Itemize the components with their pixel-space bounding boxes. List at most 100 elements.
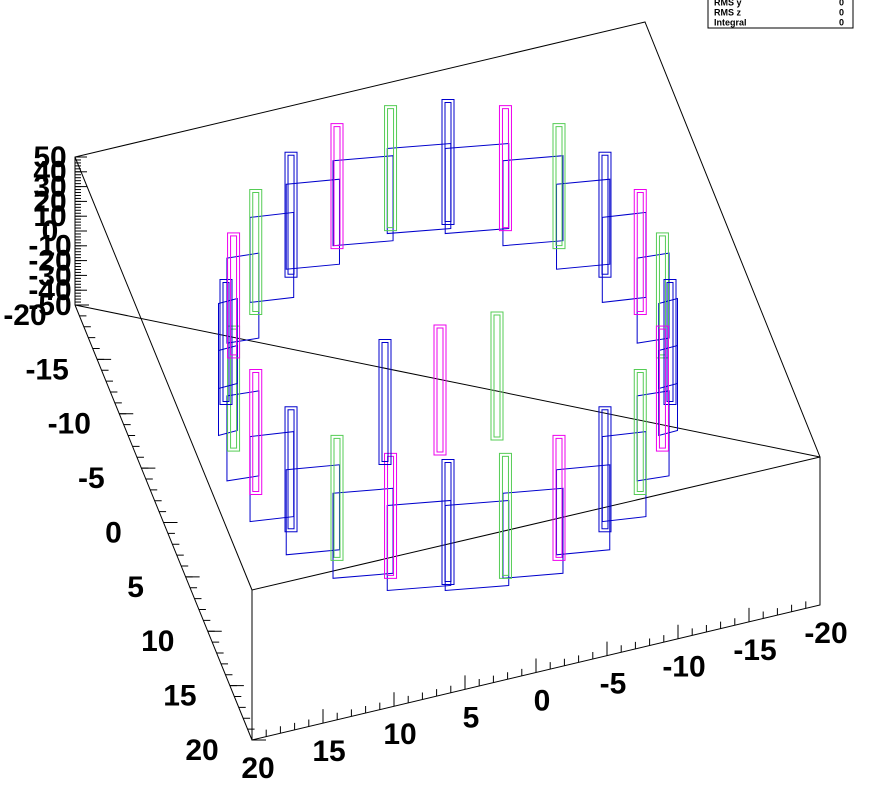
module — [227, 232, 241, 359]
frame — [74, 21, 821, 741]
module — [284, 406, 298, 533]
module — [384, 105, 398, 232]
tick-label: -40 — [28, 274, 71, 307]
tick-label: -5 — [600, 668, 627, 701]
tick-label: 15 — [163, 680, 196, 713]
detector — [218, 99, 678, 592]
module — [666, 282, 674, 402]
module — [633, 369, 647, 495]
module — [493, 314, 501, 438]
tick-label: 0 — [534, 684, 551, 717]
module — [222, 282, 230, 402]
stat-value: 0 — [839, 0, 844, 7]
module — [444, 462, 452, 582]
module — [444, 102, 452, 222]
module — [333, 126, 341, 247]
stats-box: RMS y 0 RMS z 0 Integral 0 — [707, 0, 854, 29]
module — [330, 123, 344, 250]
tick-label: -10 — [28, 230, 71, 263]
module — [598, 151, 612, 278]
module — [384, 452, 398, 579]
tick-label: 40 — [33, 156, 66, 189]
panel — [556, 178, 611, 270]
module — [284, 151, 298, 278]
module — [490, 311, 504, 441]
module — [663, 279, 677, 405]
module — [655, 232, 669, 359]
tick-label: 30 — [33, 171, 66, 204]
module — [498, 452, 512, 579]
module — [633, 189, 647, 315]
tick-label: 20 — [241, 752, 274, 785]
module — [601, 154, 609, 275]
tick-label: 5 — [463, 701, 480, 734]
module — [555, 437, 563, 558]
module — [658, 235, 666, 356]
module — [636, 192, 644, 312]
panel — [601, 431, 647, 523]
module — [381, 342, 389, 462]
tick-label: 15 — [312, 735, 345, 768]
tick-label: 50 — [33, 141, 66, 174]
panel — [249, 211, 295, 303]
tick-label: -5 — [78, 462, 105, 495]
panel — [332, 155, 394, 247]
tick-label: -15 — [733, 634, 776, 667]
module — [249, 369, 263, 495]
module — [555, 126, 563, 247]
tick-label: 0 — [42, 215, 59, 248]
stat-value: 0 — [839, 17, 844, 27]
tick-label: -30 — [28, 259, 71, 292]
tick-label: 10 — [141, 625, 174, 658]
module — [387, 108, 395, 229]
tick-label: 10 — [383, 718, 416, 751]
module — [252, 192, 260, 312]
module — [230, 328, 238, 449]
stat-label: RMS z — [714, 7, 742, 17]
stat-value: 0 — [839, 7, 844, 17]
panel — [658, 344, 678, 437]
tick-label: -20 — [3, 299, 46, 332]
module — [498, 105, 512, 232]
stat-label: Integral — [714, 17, 747, 27]
tick-label: -20 — [28, 245, 71, 278]
panel — [285, 464, 340, 556]
tick-label: -50 — [28, 289, 71, 322]
tick-label: -20 — [804, 617, 847, 650]
module — [252, 372, 260, 492]
axes: 20151050-5-10-15-20-20-15-10-50510152050… — [3, 141, 847, 785]
module — [658, 328, 666, 449]
tick-label: -10 — [662, 651, 705, 684]
panel — [556, 464, 611, 556]
module — [230, 235, 238, 356]
tick-label: -10 — [48, 408, 91, 441]
module — [601, 409, 609, 530]
module — [330, 434, 344, 561]
module — [501, 455, 509, 576]
module — [378, 339, 392, 465]
module — [552, 123, 566, 250]
module — [333, 437, 341, 558]
module — [598, 406, 612, 533]
module — [441, 99, 455, 225]
module — [441, 459, 455, 585]
tick-label: 20 — [33, 185, 66, 218]
module — [655, 325, 669, 452]
module — [552, 434, 566, 561]
panel — [226, 252, 260, 344]
module — [636, 372, 644, 492]
module — [436, 327, 444, 453]
module — [287, 154, 295, 275]
module — [287, 409, 295, 530]
tick-label: 20 — [185, 734, 218, 767]
module — [227, 325, 241, 452]
tick-label: 0 — [105, 516, 122, 549]
module — [249, 189, 263, 315]
module — [433, 324, 447, 456]
tick-label: 5 — [127, 571, 144, 604]
tick-label: 10 — [33, 200, 66, 233]
module — [501, 108, 509, 229]
panel — [285, 178, 340, 270]
stat-label: RMS y — [714, 0, 742, 7]
tick-label: -15 — [25, 353, 68, 386]
